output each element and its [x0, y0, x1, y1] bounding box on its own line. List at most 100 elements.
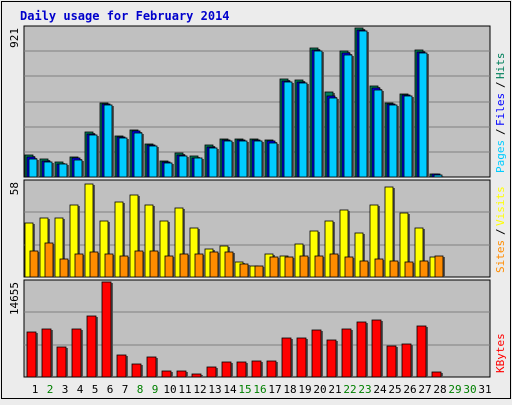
bar-sites-day-18: [284, 256, 294, 278]
bar-kbytes-day-12: [191, 373, 202, 378]
bar-pages-day-20: [313, 50, 323, 178]
bar-pages-day-12: [193, 157, 203, 178]
bar-sites-day-3: [59, 258, 69, 278]
bar-pages-day-19: [298, 82, 308, 178]
y-max-label: 58: [8, 182, 21, 195]
bar-pages-day-13: [208, 147, 218, 178]
bar-pages-day-14: [223, 140, 233, 178]
legend-visits-sites: Sites / Visits: [494, 186, 507, 273]
bar-visits-day-10: [159, 220, 169, 278]
x-tick-label-day-12: 12: [193, 383, 206, 396]
legend-separator: /: [494, 81, 507, 88]
x-tick-label-day-31: 31: [478, 383, 491, 396]
bar-pages-day-28: [433, 174, 443, 178]
bar-visits-day-22: [339, 209, 349, 278]
x-tick-label-day-23: 23: [358, 383, 371, 396]
bar-kbytes-day-21: [326, 339, 337, 378]
x-tick-label-day-30: 30: [463, 383, 476, 396]
x-tick-label-day-18: 18: [283, 383, 296, 396]
bar-sites-day-10: [164, 255, 174, 278]
x-tick-label-day-14: 14: [223, 383, 237, 396]
legend-item-files: Files: [494, 93, 507, 126]
bar-sites-day-8: [134, 250, 144, 278]
bar-visits-day-24: [369, 204, 379, 278]
x-tick-label-day-11: 11: [178, 383, 191, 396]
bar-kbytes-day-6: [101, 281, 112, 378]
bar-sites-day-7: [119, 255, 129, 278]
bar-visits-day-12: [189, 227, 199, 278]
bar-kbytes-day-28: [431, 371, 442, 378]
bar-visits-day-9: [144, 204, 154, 278]
x-tick-label-day-16: 16: [253, 383, 266, 396]
bar-sites-day-25: [389, 260, 399, 278]
x-tick-label-day-28: 28: [433, 383, 446, 396]
x-tick-label-day-21: 21: [328, 383, 341, 396]
bar-sites-day-13: [209, 251, 219, 278]
bar-sites-day-21: [329, 253, 339, 278]
legend-hits-files-pages: Pages/Files/Hits: [494, 53, 507, 174]
bar-visits-day-11: [174, 207, 184, 278]
bar-kbytes-day-19: [296, 337, 307, 378]
bar-sites-day-1: [29, 250, 39, 278]
legend-item-sites: Sites: [494, 240, 507, 273]
x-tick-label-day-27: 27: [418, 383, 431, 396]
bar-kbytes-day-10: [161, 370, 172, 378]
bar-sites-day-24: [374, 258, 384, 278]
bar-visits-day-6: [99, 220, 109, 278]
bar-visits-day-23: [354, 232, 364, 278]
bar-pages-day-8: [133, 132, 143, 178]
plot-area: 921Pages/Files/Hits58Sites/Visits14655KB…: [8, 25, 507, 396]
x-tick-label-day-13: 13: [208, 383, 221, 396]
bar-visits-day-25: [384, 186, 394, 278]
bar-sites-day-11: [179, 253, 189, 278]
bar-visits-day-8: [129, 194, 139, 278]
x-tick-label-day-2: 2: [47, 383, 54, 396]
bar-pages-day-21: [328, 97, 338, 178]
bar-kbytes-day-4: [71, 328, 82, 378]
bar-sites-day-27: [419, 260, 429, 278]
bar-visits-day-26: [399, 212, 409, 278]
bar-visits-day-21: [324, 220, 334, 278]
x-tick-label-day-26: 26: [403, 383, 416, 396]
bar-sites-day-6: [104, 253, 114, 278]
x-tick-label-day-7: 7: [122, 383, 129, 396]
bar-sites-day-22: [344, 256, 354, 278]
legend-item-hits: Hits: [494, 53, 507, 80]
bar-kbytes-day-14: [221, 361, 232, 378]
legend-separator: /: [494, 128, 507, 135]
bar-kbytes-day-23: [356, 321, 367, 378]
x-tick-label-day-5: 5: [92, 383, 99, 396]
bar-sites-day-17: [269, 256, 279, 278]
bar-kbytes-day-7: [116, 354, 127, 378]
bar-sites-day-26: [404, 261, 414, 278]
bar-sites-day-20: [314, 255, 324, 278]
bar-kbytes-day-15: [236, 361, 247, 378]
bar-sites-day-15: [239, 263, 249, 278]
bar-pages-day-27: [418, 52, 428, 178]
bar-pages-day-11: [178, 155, 188, 178]
bar-pages-day-25: [388, 104, 398, 178]
bar-kbytes-day-3: [56, 346, 67, 378]
bar-kbytes-day-16: [251, 360, 262, 378]
bar-pages-day-4: [73, 159, 83, 178]
x-tick-label-day-17: 17: [268, 383, 281, 396]
x-tick-label-day-24: 24: [373, 383, 387, 396]
bar-pages-day-22: [343, 54, 353, 178]
x-tick-label-day-3: 3: [62, 383, 69, 396]
x-tick-label-day-8: 8: [137, 383, 144, 396]
bar-kbytes-day-18: [281, 337, 292, 378]
chart-outer-border: [1, 1, 511, 399]
bar-kbytes-day-24: [371, 319, 382, 378]
bar-pages-day-7: [118, 137, 128, 178]
bar-kbytes-day-2: [41, 328, 52, 378]
bar-pages-day-15: [238, 140, 248, 178]
bar-kbytes-day-11: [176, 370, 187, 378]
bar-sites-day-4: [74, 253, 84, 278]
bar-sites-day-9: [149, 250, 159, 278]
bar-kbytes-day-25: [386, 345, 397, 378]
x-tick-label-day-22: 22: [343, 383, 356, 396]
legend-separator: /: [494, 228, 507, 235]
bar-sites-day-5: [89, 251, 99, 278]
bar-pages-day-17: [268, 142, 278, 178]
